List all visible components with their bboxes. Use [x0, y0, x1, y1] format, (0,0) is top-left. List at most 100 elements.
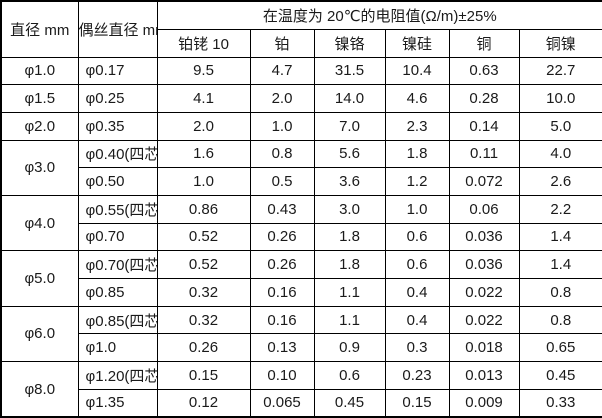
table-row: φ0.85 0.32 0.16 1.1 0.4 0.022 0.8: [1, 278, 602, 307]
table-row: φ1.35 0.12 0.065 0.45 0.15 0.009 0.33: [1, 388, 602, 418]
value-cell: 0.036: [448, 250, 520, 279]
value-cell: 1.8: [384, 139, 450, 169]
value-cell: 0.8: [518, 278, 602, 307]
value-cell: 0.3: [384, 333, 450, 363]
wire-diameter-cell: φ0.40(四芯): [77, 139, 158, 169]
value-cell: 1.8: [313, 250, 386, 279]
value-cell: 5.0: [518, 111, 602, 141]
value-cell: 0.4: [384, 278, 450, 307]
wire-diameter-cell: φ0.55(四芯): [77, 194, 158, 224]
value-cell: 0.6: [384, 222, 450, 252]
value-cell: 7.0: [313, 111, 386, 141]
wire-diameter-cell: φ0.50: [77, 167, 158, 196]
diameter-cell: φ2.0: [0, 111, 79, 141]
diameter-cell: φ3.0: [0, 139, 79, 196]
value-cell: 3.6: [313, 167, 386, 196]
diameter-cell: φ6.0: [0, 305, 79, 363]
value-cell: 0.32: [156, 305, 251, 335]
value-cell: 1.4: [518, 222, 602, 252]
value-cell: 0.6: [313, 361, 386, 390]
value-cell: 1.6: [156, 139, 251, 169]
value-cell: 4.1: [156, 84, 251, 113]
value-cell: 9.5: [156, 56, 251, 86]
value-cell: 10.0: [518, 84, 602, 113]
value-cell: 1.8: [313, 222, 386, 252]
table-row: φ1.0 0.26 0.13 0.9 0.3 0.018 0.65: [1, 333, 602, 363]
value-cell: 0.52: [156, 222, 251, 252]
table-row: φ0.50 1.0 0.5 3.6 1.2 0.072 2.6: [1, 167, 602, 196]
value-cell: 14.0: [313, 84, 386, 113]
table-row: φ2.0 φ0.35 2.0 1.0 7.0 2.3 0.14 5.0: [0, 111, 602, 141]
value-cell: 0.13: [249, 333, 315, 363]
diameter-cell: φ4.0: [0, 194, 79, 252]
value-cell: 0.16: [249, 278, 315, 307]
value-cell: 0.14: [448, 111, 520, 141]
diameter-cell: φ5.0: [0, 250, 79, 307]
table-row: φ1.0 φ0.17 9.5 4.7 31.5 10.4 0.63 22.7: [0, 56, 602, 86]
value-cell: 1.4: [518, 250, 602, 279]
diameter-cell: φ8.0: [0, 361, 79, 418]
value-cell: 0.28: [448, 84, 520, 113]
value-cell: 3.0: [313, 194, 386, 224]
material-header-platinum: 铂: [249, 28, 315, 58]
value-cell: 0.63: [448, 56, 520, 86]
value-cell: 0.065: [249, 388, 315, 418]
value-cell: 10.4: [384, 56, 450, 86]
value-cell: 0.8: [249, 139, 315, 169]
value-cell: 2.0: [156, 111, 251, 141]
value-cell: 31.5: [313, 56, 386, 86]
table-row: φ3.0 φ0.40(四芯) 1.6 0.8 5.6 1.8 0.11 4.0: [0, 139, 602, 196]
value-cell: 0.26: [249, 222, 315, 252]
value-cell: 4.7: [249, 56, 315, 86]
diameter-cell: φ1.0: [0, 56, 79, 86]
wire-diameter-cell: φ0.70(四芯): [77, 250, 158, 279]
value-cell: 2.2: [518, 194, 602, 224]
table-row: φ1.5 φ0.25 4.1 2.0 14.0 4.6 0.28 10.0: [0, 84, 602, 113]
wire-diameter-cell: φ0.35: [77, 111, 158, 141]
value-cell: 0.11: [448, 139, 520, 169]
value-cell: 0.16: [249, 305, 315, 335]
value-cell: 4.6: [384, 84, 450, 113]
table-row: φ4.0 φ0.55(四芯) 0.86 0.43 3.0 1.0 0.06 2.…: [0, 194, 602, 252]
wire-diameter-cell: φ0.25: [77, 84, 158, 113]
diameter-column-header: 直径 mm: [0, 0, 79, 58]
value-cell: 0.022: [448, 305, 520, 335]
value-cell: 1.1: [313, 305, 386, 335]
value-cell: 0.26: [249, 250, 315, 279]
wire-diameter-cell: φ0.70: [77, 222, 158, 252]
value-cell: 1.1: [313, 278, 386, 307]
material-header-copper: 铜: [448, 28, 520, 58]
header-row-1: 直径 mm 偶丝直径 mm 在温度为 20℃的电阻值(Ω/m)±25%: [0, 0, 602, 58]
value-cell: 0.009: [448, 388, 520, 418]
value-cell: 1.0: [156, 167, 251, 196]
value-cell: 0.32: [156, 278, 251, 307]
wire-diameter-cell: φ0.85: [77, 278, 158, 307]
value-cell: 0.4: [384, 305, 450, 335]
value-cell: 0.06: [448, 194, 520, 224]
value-cell: 0.8: [518, 305, 602, 335]
value-cell: 1.0: [384, 194, 450, 224]
value-cell: 0.022: [448, 278, 520, 307]
value-cell: 1.0: [249, 111, 315, 141]
header-row-2: 铂铑 10 铂 镍铬 镍硅 铜 铜镍: [1, 28, 602, 58]
wire-diameter-cell: φ1.20(四芯): [77, 361, 158, 390]
value-cell: 5.6: [313, 139, 386, 169]
value-cell: 0.15: [384, 388, 450, 418]
value-cell: 0.33: [518, 388, 602, 418]
pair-diameter-column-header: 偶丝直径 mm: [77, 0, 158, 58]
value-cell: 0.15: [156, 361, 251, 390]
value-cell: 0.018: [448, 333, 520, 363]
value-cell: 0.036: [448, 222, 520, 252]
value-cell: 0.23: [384, 361, 450, 390]
value-cell: 0.26: [156, 333, 251, 363]
value-cell: 0.5: [249, 167, 315, 196]
value-cell: 22.7: [518, 56, 602, 86]
table-row: φ6.0 φ0.85(四芯) 0.32 0.16 1.1 0.4 0.022 0…: [0, 305, 602, 363]
material-header-copper-nickel: 铜镍: [518, 28, 602, 58]
value-cell: 4.0: [518, 139, 602, 169]
wire-diameter-cell: φ0.17: [77, 56, 158, 86]
material-header-nickel-chromium: 镍铬: [313, 28, 386, 58]
table-row: φ5.0 φ0.70(四芯) 0.52 0.26 1.8 0.6 0.036 1…: [0, 250, 602, 307]
value-cell: 0.12: [156, 388, 251, 418]
table-row: φ0.70 0.52 0.26 1.8 0.6 0.036 1.4: [1, 222, 602, 252]
